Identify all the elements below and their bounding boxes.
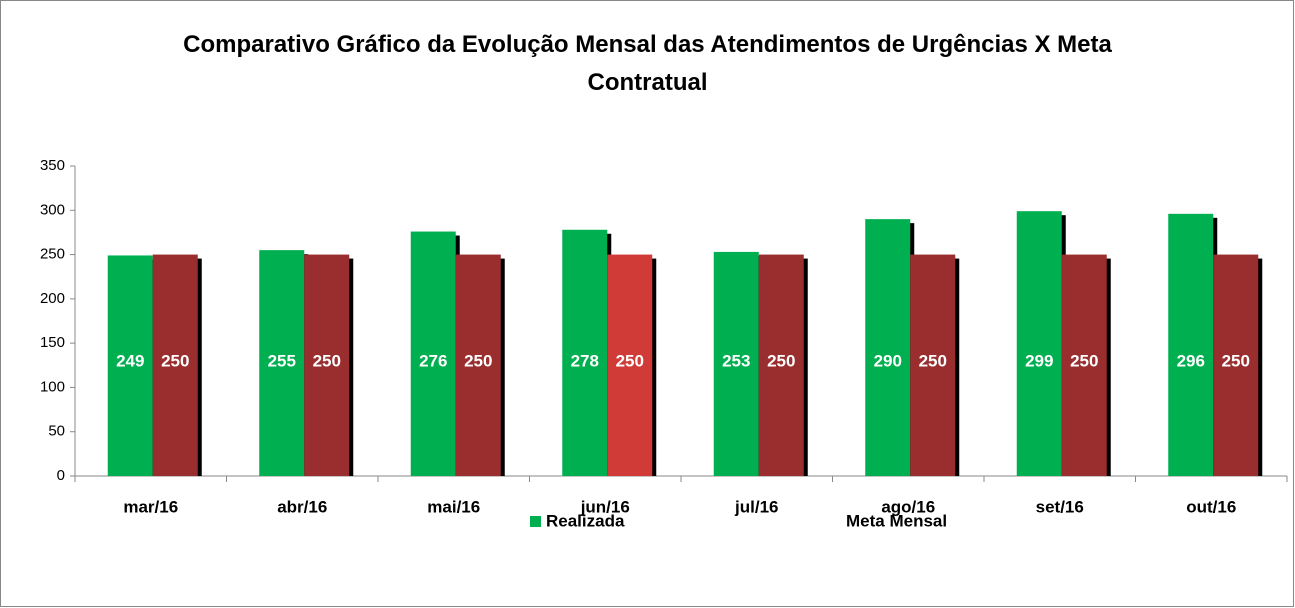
data-label: 250 xyxy=(1222,351,1250,370)
data-label: 299 xyxy=(1025,351,1053,370)
legend-label: Meta Mensal xyxy=(846,511,947,530)
y-tick-label: 300 xyxy=(40,201,65,218)
data-label: 250 xyxy=(1070,351,1098,370)
x-tick-label: abr/16 xyxy=(277,497,327,516)
y-tick-label: 100 xyxy=(40,378,65,395)
data-label: 250 xyxy=(616,351,644,370)
bar xyxy=(259,250,305,476)
data-label: 250 xyxy=(161,351,189,370)
x-tick-label: set/16 xyxy=(1036,497,1084,516)
legend-marker xyxy=(530,516,541,527)
y-tick-label: 250 xyxy=(40,246,65,263)
bar xyxy=(1061,254,1107,476)
data-label: 249 xyxy=(116,351,144,370)
data-label: 296 xyxy=(1177,351,1205,370)
chart-title: Comparativo Gráfico da Evolução Mensal d… xyxy=(183,31,1112,96)
bar xyxy=(910,254,956,476)
bar xyxy=(713,251,759,476)
x-tick-label: mai/16 xyxy=(427,497,480,516)
data-label: 250 xyxy=(767,351,795,370)
legend-label: Realizada xyxy=(546,511,625,530)
y-tick-label: 50 xyxy=(48,423,65,440)
bar xyxy=(1213,254,1259,476)
y-tick-label: 0 xyxy=(57,467,65,484)
data-label: 290 xyxy=(874,351,902,370)
bar xyxy=(607,254,653,476)
bar xyxy=(1016,211,1062,476)
x-tick-label: jul/16 xyxy=(734,497,778,516)
bar xyxy=(1168,213,1214,477)
bar xyxy=(865,219,911,476)
bar xyxy=(455,254,501,476)
x-tick-label: out/16 xyxy=(1186,497,1236,516)
data-label: 276 xyxy=(419,351,447,370)
bar xyxy=(562,229,608,476)
bar xyxy=(758,254,804,476)
bar xyxy=(304,254,350,476)
data-label: 278 xyxy=(571,351,599,370)
bar xyxy=(107,255,153,476)
y-tick-label: 150 xyxy=(40,334,65,351)
y-tick-label: 200 xyxy=(40,290,65,307)
data-label: 253 xyxy=(722,351,750,370)
y-tick-label: 350 xyxy=(40,157,65,174)
data-label: 250 xyxy=(464,351,492,370)
bar xyxy=(410,231,456,476)
x-tick-label: mar/16 xyxy=(123,497,178,516)
data-label: 250 xyxy=(919,351,947,370)
data-label: 250 xyxy=(313,351,341,370)
x-tick-label: jun/16 xyxy=(580,497,630,516)
data-label: 255 xyxy=(268,351,296,370)
x-tick-label: ago/16 xyxy=(881,497,935,516)
bar xyxy=(152,254,198,476)
